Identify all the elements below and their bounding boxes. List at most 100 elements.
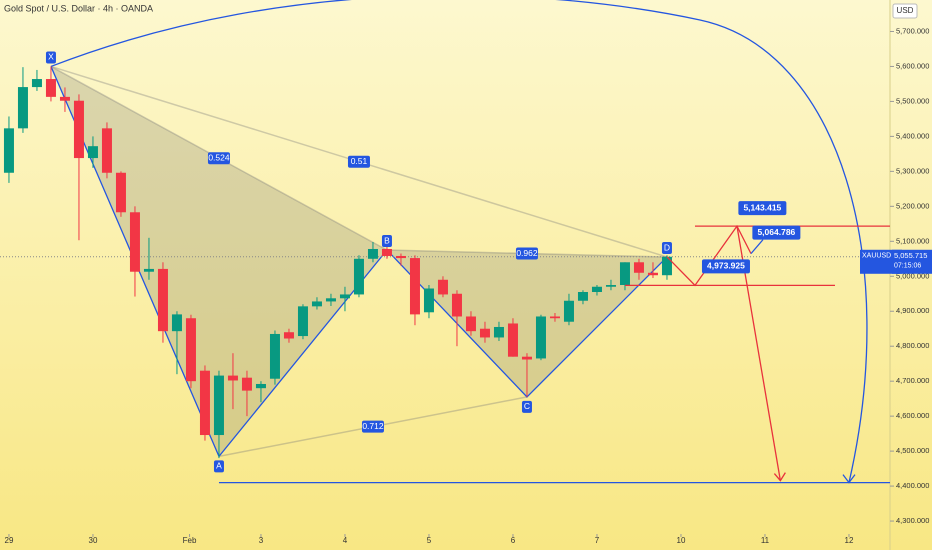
- x-tick-label: 6: [511, 536, 516, 545]
- candle-body: [535, 316, 546, 359]
- x-tick-label: 10: [677, 536, 686, 545]
- y-tick-label: 4,300.000: [896, 516, 929, 525]
- candle-body: [45, 79, 56, 97]
- x-tick-label: 7: [595, 536, 600, 545]
- candle-body: [591, 286, 602, 293]
- x-tick-label: 5: [427, 536, 432, 545]
- y-tick-label: 4,500.000: [896, 446, 929, 455]
- target-box: [701, 259, 750, 274]
- candle-body: [521, 356, 532, 360]
- candle-body: [423, 288, 434, 313]
- y-tick-label: 4,400.000: [896, 481, 929, 490]
- candle-body: [605, 285, 616, 287]
- x-tick-label: 11: [761, 536, 770, 545]
- y-tick-label: 5,000.000: [896, 271, 929, 280]
- candle-body: [31, 79, 42, 88]
- x-tick-label: 3: [259, 536, 264, 545]
- pattern-point-label: D: [664, 242, 670, 252]
- candle-body: [507, 323, 518, 357]
- x-tick-label: Feb: [183, 536, 197, 545]
- y-tick-label: 5,700.000: [896, 26, 929, 35]
- y-tick-label: 5,100.000: [896, 236, 929, 245]
- candle-body: [367, 248, 378, 259]
- y-tick-label: 5,500.000: [896, 96, 929, 105]
- candle-body: [59, 96, 70, 101]
- last-price-box-right: [892, 249, 932, 274]
- candle-body: [395, 255, 406, 259]
- y-tick-label: 4,800.000: [896, 341, 929, 350]
- currency[interactable]: USD: [897, 6, 914, 15]
- candle-body: [633, 262, 644, 273]
- candle-body: [171, 314, 182, 332]
- pattern-point-label: C: [524, 401, 530, 411]
- candle-body: [3, 128, 14, 173]
- chart-title: Gold Spot / U.S. Dollar · 4h · OANDA: [4, 3, 153, 13]
- candle-body: [339, 294, 350, 299]
- projection-arc: [50, 0, 868, 483]
- candle-body: [661, 256, 672, 276]
- candle-body: [577, 292, 588, 301]
- candle-body: [493, 326, 504, 338]
- arc-arrowhead: [842, 474, 856, 484]
- candle-body: [101, 128, 112, 173]
- candle-body: [115, 172, 126, 213]
- candle-body: [409, 258, 420, 315]
- projection-path: [666, 224, 752, 287]
- y-tick-label: 5,400.000: [896, 131, 929, 140]
- y-tick-label: 5,200.000: [896, 201, 929, 210]
- x-tick-label: 29: [5, 536, 14, 545]
- pattern-point-label: B: [384, 235, 390, 245]
- pattern-point-box: [661, 242, 672, 255]
- y-tick-label: 5,300.000: [896, 166, 929, 175]
- target-box: [738, 201, 787, 216]
- candle-body: [17, 87, 28, 129]
- ratio-box: [347, 155, 370, 168]
- pattern-point-box: [213, 460, 224, 473]
- candle-body: [185, 318, 196, 382]
- candle-body: [619, 262, 630, 286]
- ratio-box: [207, 152, 230, 165]
- candle-body: [451, 293, 462, 317]
- candle-body: [297, 306, 308, 337]
- candle-body: [465, 316, 476, 332]
- candle-body: [479, 328, 490, 338]
- target-label: 4,973.925: [707, 261, 745, 271]
- candle-body: [129, 212, 140, 272]
- ratio-box: [361, 420, 384, 433]
- pattern-point-box: [381, 235, 392, 248]
- candle-body: [563, 300, 574, 322]
- pattern-point-label: X: [48, 52, 54, 62]
- candle-body: [437, 279, 448, 295]
- candle-body: [311, 301, 322, 307]
- candle-body: [143, 268, 154, 272]
- candle-body: [241, 377, 252, 391]
- candle-body: [87, 146, 98, 159]
- candle-body: [213, 375, 224, 436]
- ratio-label: 0.524: [208, 152, 230, 162]
- projection-arrowhead: [773, 472, 786, 482]
- countdown: 07:15:06: [894, 263, 921, 270]
- candle-body: [255, 383, 266, 389]
- label-pointer: [750, 239, 764, 255]
- pattern-point-label: A: [216, 461, 222, 471]
- candle-body: [283, 332, 294, 339]
- y-tick-label: 4,600.000: [896, 411, 929, 420]
- target-box: [752, 225, 801, 240]
- x-tick-label: 12: [845, 536, 854, 545]
- candle-body: [325, 298, 336, 302]
- target-label: 5,143.415: [743, 202, 781, 212]
- target-label: 5,064.786: [757, 227, 795, 237]
- candle-body: [269, 333, 280, 379]
- currency-box[interactable]: [892, 3, 918, 19]
- candle-body: [549, 316, 560, 319]
- y-tick-label: 4,700.000: [896, 376, 929, 385]
- pattern-xab: [50, 66, 387, 457]
- y-tick-label: 4,900.000: [896, 306, 929, 315]
- pattern-point-box: [521, 400, 532, 413]
- last-price: 5,055.715: [894, 251, 927, 260]
- candle-body: [647, 272, 658, 276]
- ratio-label: 0.962: [516, 248, 538, 258]
- ratio-label: 0.712: [362, 421, 384, 431]
